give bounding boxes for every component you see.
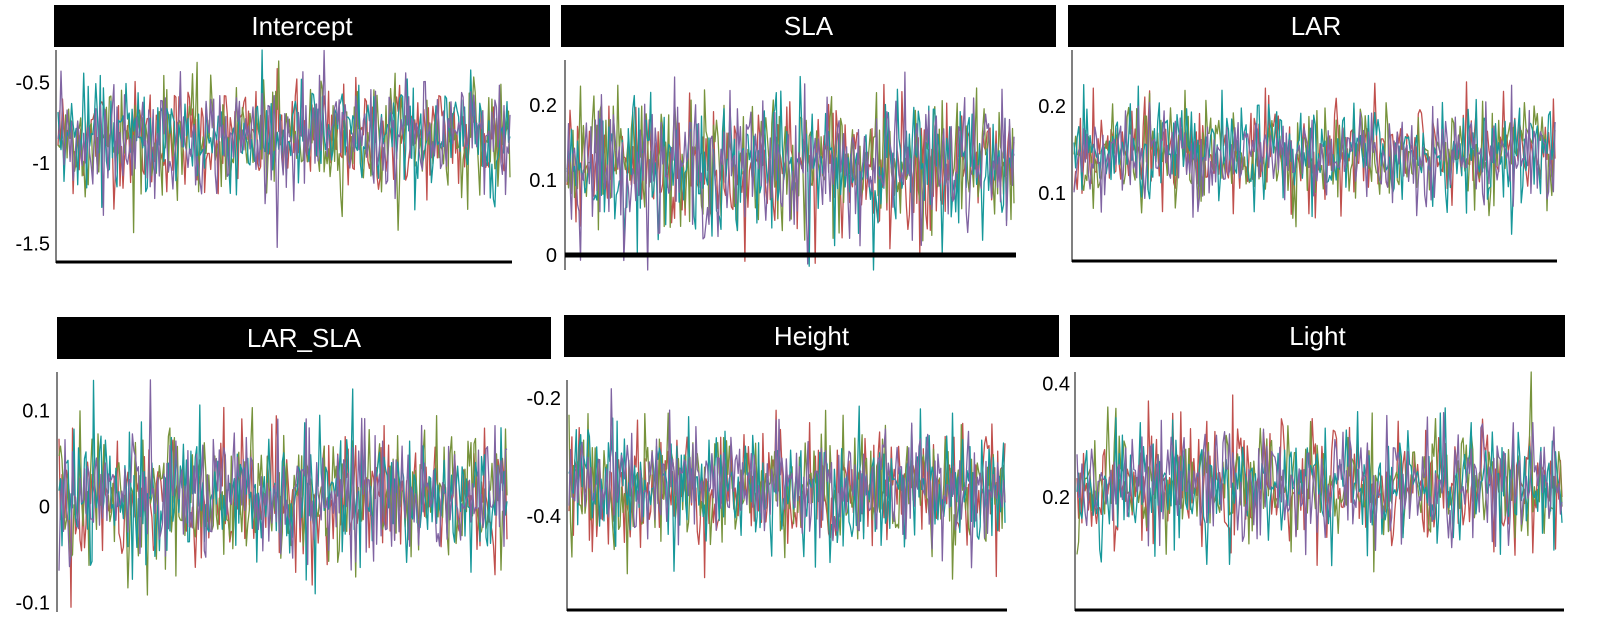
panel-title: LAR [1068,5,1564,47]
trace-plot: -0.5 -1 -1.5 [16,49,512,264]
trace-line-series-4 [1073,84,1556,218]
y-tick-label: 0.4 [1042,373,1070,395]
y-tick-label: 0.1 [529,170,557,192]
y-tick-label: 0.2 [1042,487,1070,509]
trace-line-series-4 [58,379,508,571]
trace-line-series-3 [1076,407,1563,567]
y-tick-label: -0.5 [16,72,50,94]
trace-line-series-4 [57,49,511,249]
panel-title: SLA [561,5,1056,47]
trace-line-series-3 [58,379,508,595]
y-tick-label: -0.4 [527,506,561,528]
trace-line-series-4 [568,388,1006,569]
y-tick-label: 0.2 [1038,96,1066,118]
panel-title: Height [564,315,1059,357]
y-tick-label: -0.1 [16,592,50,614]
y-tick-label: 0.1 [1038,183,1066,205]
y-tick-label: -1.5 [16,234,50,256]
trace-plot: 0.2 0.1 [1038,50,1557,263]
trace-line-series-3 [568,405,1006,572]
y-tick-label: 0.2 [529,95,557,117]
y-tick-label: 0 [39,496,50,518]
trace-plot: 0.1 0 -0.1 [16,372,508,614]
panel-title: LAR_SLA [57,317,551,359]
panel-title: Intercept [54,5,550,47]
trace-line-series-4 [566,71,1015,271]
trace-line-series-4 [1076,411,1563,556]
panel-title: Light [1070,315,1565,357]
y-tick-label: 0 [546,245,557,267]
y-tick-label: 0.1 [22,400,50,422]
y-tick-label: -0.2 [527,388,561,410]
trace-plot: 0.2 0.1 0 [529,60,1016,271]
trace-plot: -0.2 -0.4 [527,380,1007,612]
y-tick-label: -1 [32,153,50,175]
